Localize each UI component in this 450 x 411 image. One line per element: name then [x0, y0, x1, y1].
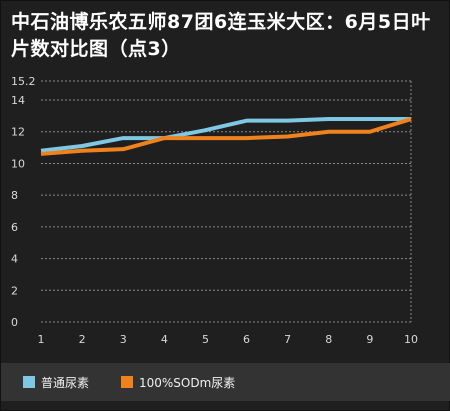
y-tick-label-1: 2	[11, 284, 18, 297]
y-tick-label-7: 14	[11, 94, 25, 107]
legend-swatch-series-2	[121, 376, 133, 388]
x-tick-label-5: 6	[243, 333, 250, 346]
y-tick-label-0: 0	[11, 316, 18, 329]
legend-swatch-series-1	[23, 376, 35, 388]
legend-label-series-2: 100%SODm尿素	[139, 375, 236, 390]
x-tick-label-7: 8	[325, 333, 332, 346]
y-axis-ticks: 0 2 4 6 8 10 12 14 15.2	[11, 75, 36, 329]
series-lines	[40, 117, 412, 156]
y-tick-label-5: 10	[11, 157, 25, 170]
x-tick-label-0: 1	[38, 333, 45, 346]
x-tick-label-2: 3	[120, 333, 127, 346]
series-line-2	[40, 117, 412, 156]
legend-item-series-1: 普通尿素	[23, 375, 90, 390]
x-tick-label-4: 5	[202, 333, 209, 346]
x-tick-label-1: 2	[79, 333, 86, 346]
x-tick-label-9: 10	[404, 333, 418, 346]
series-line-1	[40, 117, 411, 153]
y-tick-label-2: 4	[11, 253, 18, 266]
legend-item-series-2: 100%SODm尿素	[121, 375, 236, 390]
y-tick-label-4: 8	[11, 189, 18, 202]
chart-title: 中石油博乐农五师87团6连玉米大区：6月5日叶片数对比图（点3）	[11, 11, 431, 60]
x-axis-ticks: 1 2 3 4 5 6 7 8 9 10	[38, 333, 419, 346]
legend: 普通尿素 100%SODm尿素	[1, 363, 450, 401]
x-tick-label-8: 9	[366, 333, 373, 346]
x-tick-label-3: 4	[161, 333, 168, 346]
y-tick-label-6: 12	[11, 126, 25, 139]
y-tick-label-8: 15.2	[11, 75, 36, 88]
x-tick-label-6: 7	[284, 333, 291, 346]
legend-label-series-1: 普通尿素	[41, 375, 90, 390]
y-tick-label-3: 6	[11, 221, 18, 234]
